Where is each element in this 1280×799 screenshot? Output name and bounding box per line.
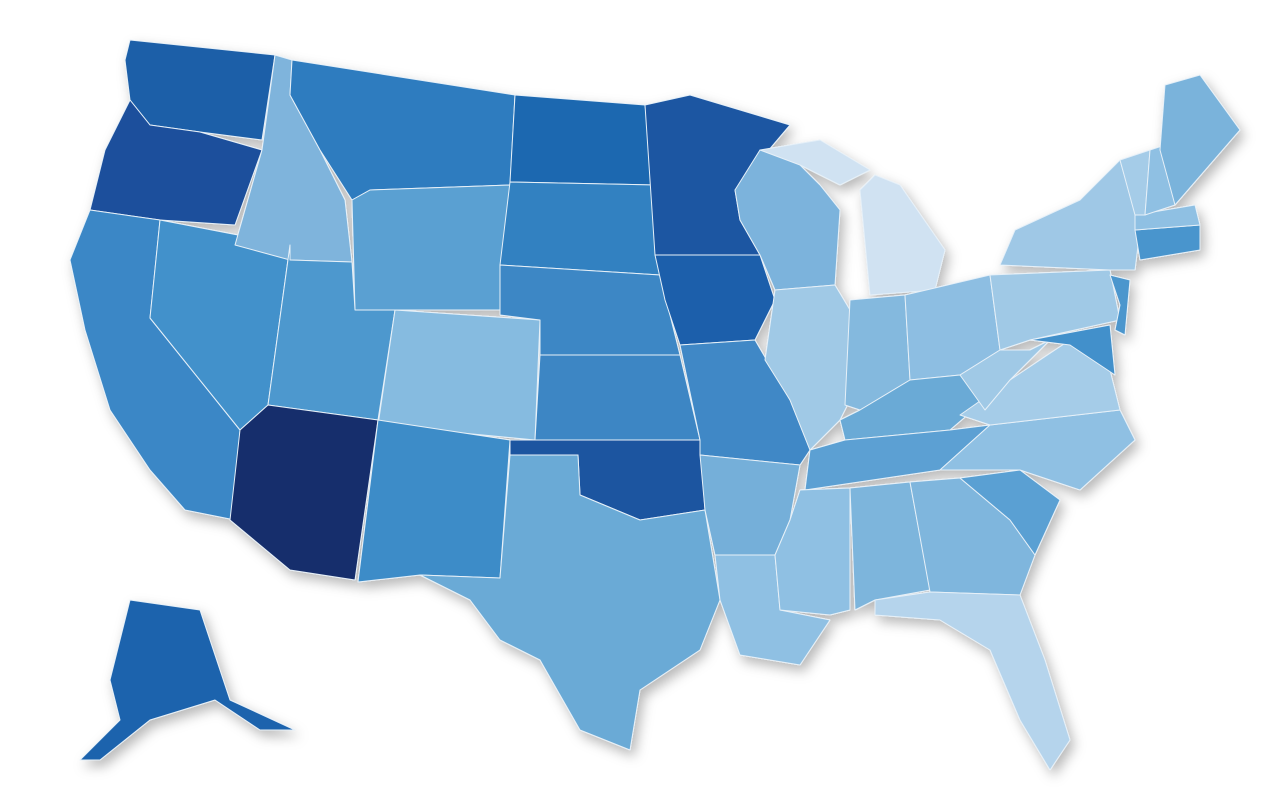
region (499, 181, 661, 276)
region (357, 419, 511, 583)
region (89, 99, 263, 226)
region (79, 599, 296, 761)
region (1159, 74, 1241, 206)
region (759, 139, 871, 186)
region (534, 354, 701, 441)
region (419, 454, 721, 751)
region (351, 184, 511, 311)
region (1109, 274, 1131, 336)
region (1029, 324, 1116, 376)
region (989, 269, 1121, 351)
regions (69, 39, 1241, 771)
region (959, 469, 1061, 556)
region (849, 481, 931, 611)
region (859, 174, 946, 296)
region (1134, 204, 1201, 231)
region (874, 591, 1071, 771)
region (377, 309, 541, 441)
region (509, 94, 656, 186)
region (679, 339, 811, 466)
region (774, 487, 851, 616)
